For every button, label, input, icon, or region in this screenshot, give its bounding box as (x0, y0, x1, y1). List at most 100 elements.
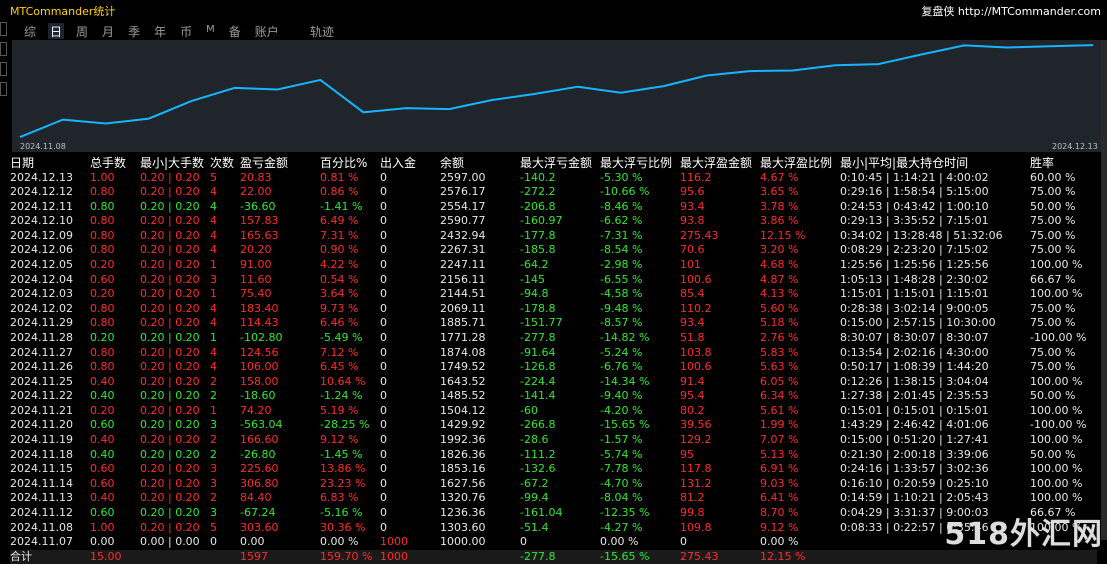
table-row-cell: 0.60 (90, 272, 115, 286)
table-row-cell: 2024.11.25 (10, 374, 73, 388)
table-row-cell: 4.67 % (760, 170, 799, 184)
table-row-cell: 2024.12.06 (10, 243, 73, 257)
table-row-cell: 4 (210, 214, 217, 228)
table-row: 2024.11.20 0.60 0.20 | 0.20 3 -563.04 -28.25 … (10, 418, 1097, 432)
table-row-cell: 0.20 | 0.20 (140, 447, 200, 461)
table-row-cell: -7.31 % (600, 228, 643, 242)
tab-1[interactable]: 日 (48, 23, 65, 39)
table-row-cell: 9.73 % (320, 301, 359, 315)
table-row-cell: 306.80 (240, 476, 279, 490)
table-row-cell: 0 (380, 403, 387, 417)
table-row-cell: -8.54 % (600, 243, 643, 257)
table-row-cell: 0:12:26 | 1:38:15 | 3:04:04 (840, 374, 989, 388)
table-row-cell: 109.8 (680, 520, 712, 534)
tab-3[interactable]: 月 (102, 25, 115, 39)
left-toolbar-icon[interactable] (0, 82, 7, 96)
table-row-cell: -18.60 (240, 389, 276, 403)
tab-6[interactable]: 币 (180, 25, 193, 39)
table-row-cell: 0 (380, 345, 387, 359)
table-row-cell: 0:50:17 | 1:08:39 | 1:44:20 (840, 360, 989, 374)
tab-0[interactable]: 综 (24, 25, 37, 39)
table-row-cell: 2024.11.14 (10, 476, 73, 490)
table-row-cell: 95 (680, 447, 694, 461)
table-header-cell: 出入金 (380, 156, 417, 170)
table-row-cell: 1:05:13 | 1:48:28 | 2:30:02 (840, 272, 989, 286)
table-row-cell: 4.22 % (320, 258, 359, 272)
tab-9[interactable]: 账户 (254, 25, 279, 39)
table-row-cell: 275.43 (680, 228, 719, 242)
table-row-cell: 99.8 (680, 505, 705, 519)
table-row-cell: 1.00 (90, 520, 115, 534)
table-row-cell: 4 (210, 301, 217, 315)
tab-7[interactable]: M (206, 24, 215, 35)
table-row-cell: 84.40 (240, 491, 272, 505)
table-row-cell: 2 (210, 389, 217, 403)
table-row-cell: 8.70 % (760, 505, 799, 519)
table-row-cell: 2024.11.26 (10, 360, 73, 374)
table-row-cell: -26.80 (240, 447, 276, 461)
table-row-cell: -67.24 (240, 505, 276, 519)
table-row-cell: 6.05 % (760, 374, 799, 388)
table-header-cell: 胜率 (1030, 156, 1055, 170)
table-row-cell: 100.00 % (1030, 287, 1083, 301)
tab-4[interactable]: 季 (128, 25, 141, 39)
table-row-cell: 0:08:33 | 0:22:57 | 0:35:46 (840, 520, 989, 534)
table-row-cell: 50.00 % (1030, 199, 1076, 213)
table-row-cell: 93.4 (680, 316, 705, 330)
table-row-cell: 2024.11.29 (10, 316, 73, 330)
table-row-cell: 0.20 | 0.20 (140, 258, 200, 272)
table-row-cell: 0.20 | 0.20 (140, 330, 200, 344)
table-row-cell: 70.6 (680, 243, 705, 257)
table-row-cell: -100.00 % (1030, 330, 1087, 344)
table-row-cell: 0.80 (90, 345, 115, 359)
table-row-cell: -277.8 (520, 330, 556, 344)
site-link[interactable]: http://MTCommander.com (957, 5, 1101, 18)
table-row-cell: 124.56 (240, 345, 279, 359)
table-row-cell: 100.00 % (1030, 403, 1083, 417)
table-row-cell: -9.40 % (600, 389, 643, 403)
table-row: 2024.11.25 0.40 0.20 | 0.20 2 158.00 10.64 % 0… (10, 375, 1097, 389)
table-row-cell: 0.20 (90, 287, 115, 301)
table-row-cell: 93.8 (680, 214, 705, 228)
table-row-cell: 0 (380, 462, 387, 476)
table-row-cell: 5.60 % (760, 301, 799, 315)
tab-2[interactable]: 周 (76, 25, 89, 39)
table-row-cell: 1504.12 (440, 403, 486, 417)
table-row-cell: 0.20 | 0.20 (140, 418, 200, 432)
table-row-cell: 101 (680, 258, 701, 272)
table-row-cell: 2024.12.02 (10, 301, 73, 315)
table-row-cell: 1 (210, 403, 217, 417)
table-row-cell: 0.20 | 0.20 (140, 243, 200, 257)
window-title: MTCommander统计 (10, 5, 116, 18)
table-row-cell: 0 (380, 301, 387, 315)
table-row-cell: 2 (210, 491, 217, 505)
table-row-cell: 0 (380, 199, 387, 213)
table-row-cell: -15.65 % (600, 418, 650, 432)
table-row-cell: 2 (210, 447, 217, 461)
table-row-cell: 50.00 % (1030, 389, 1076, 403)
table-row-cell: -160.97 (520, 214, 563, 228)
table-row-cell: 100.00 % (1030, 491, 1083, 505)
left-toolbar-icon[interactable] (0, 22, 7, 36)
table-row-cell: 1303.60 (440, 520, 486, 534)
scrollbar[interactable] (1101, 40, 1107, 540)
table-row-cell: 1:25:56 | 1:25:56 | 1:25:56 (840, 258, 989, 272)
left-toolbar-icon[interactable] (0, 62, 7, 76)
tab-8[interactable]: 备 (228, 25, 241, 39)
table-header-cell: 次数 (210, 156, 235, 170)
title-bar: MTCommander统计 复盘侠 http://MTCommander.com (0, 0, 1107, 20)
table-row-cell: 5.83 % (760, 345, 799, 359)
table-row-cell: 1485.52 (440, 389, 486, 403)
table-row-cell: -100.00 % (1030, 418, 1087, 432)
table-row-cell: 1:15:01 | 1:15:01 | 1:15:01 (840, 287, 989, 301)
table-row-cell: 3.20 % (760, 243, 799, 257)
table-row-cell: 51.8 (680, 330, 705, 344)
tab-5[interactable]: 年 (154, 25, 167, 39)
table-row-cell: 81.2 (680, 491, 705, 505)
table-row-cell: 0.20 | 0.20 (140, 199, 200, 213)
left-toolbar-icon[interactable] (0, 42, 7, 56)
table-row-cell: 100.00 % (1030, 462, 1083, 476)
table-row-cell: -8.04 % (600, 491, 643, 505)
table-row-cell: 183.40 (240, 301, 279, 315)
table-header-cell: 最小|大手数 (140, 156, 205, 170)
